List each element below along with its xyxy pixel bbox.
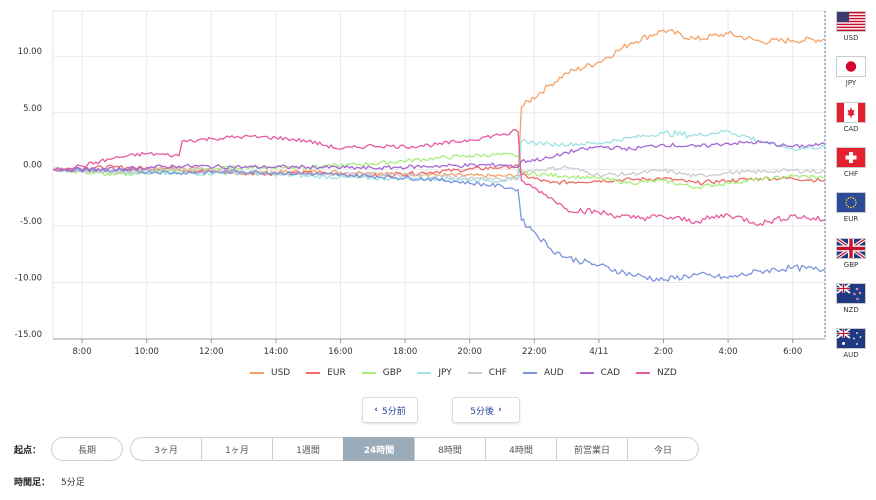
legend-label: NZD xyxy=(657,368,677,378)
x-tick-label: 4:00 xyxy=(719,347,738,357)
timeframe-label: 時間足： xyxy=(14,478,51,488)
x-axis-ticks: 8:00 10:00 12:00 14:00 16:00 18:00 20:00 22:00 4… xyxy=(73,347,803,357)
legend-swatch xyxy=(361,372,376,374)
timeframe-value: 5分足 xyxy=(61,478,85,488)
start-point-options: 3ヶ月 1ヶ月 1週間 24時間 8時間 4時間 前営業日 今日 xyxy=(130,437,699,461)
option-7[interactable]: 今日 xyxy=(627,437,699,461)
legend-swatch xyxy=(250,372,264,374)
x-tick-label: 8:00 xyxy=(73,347,92,357)
option-5[interactable]: 4時間 xyxy=(485,437,557,461)
y-axis-ticks: 10.00 5.00 0.00 -5.00 -10.00 -15.00 xyxy=(15,47,42,340)
legend-swatch xyxy=(522,372,537,374)
legend-label: USD xyxy=(271,368,291,378)
legend-item-cad[interactable]: CAD xyxy=(579,368,621,378)
x-tick-label: 10:00 xyxy=(134,347,159,357)
legend-label: CAD xyxy=(600,368,621,378)
legend-swatch xyxy=(636,372,651,374)
x-tick-label: 2:00 xyxy=(654,347,673,357)
flag-label: NZD xyxy=(843,305,859,314)
x-tick-label: 4/11 xyxy=(589,347,608,357)
legend-label: CHF xyxy=(488,368,507,378)
currency-strength-chart: 10.00 5.00 0.00 -5.00 -10.00 -15.00 8:00 10:00… xyxy=(15,10,826,357)
x-tick-label: 20:00 xyxy=(457,347,482,357)
x-tick-label: 12:00 xyxy=(199,347,224,357)
legend-item-gbp[interactable]: GBP xyxy=(361,368,402,378)
flag-label: GBP xyxy=(843,260,859,269)
legend-swatch xyxy=(417,372,432,374)
chart-series xyxy=(52,29,826,282)
x-tick-label: 18:00 xyxy=(393,347,418,357)
start-point-label: 起点： xyxy=(14,446,42,456)
option-4[interactable]: 8時間 xyxy=(414,437,486,461)
legend-item-usd[interactable]: USD xyxy=(250,368,290,378)
legend-item-nzd[interactable]: NZD xyxy=(636,368,677,378)
flag-aud-icon[interactable] xyxy=(836,328,866,350)
legend-item-aud[interactable]: AUD xyxy=(522,368,564,378)
y-tick-label: -5.00 xyxy=(20,217,42,227)
flag-label: JPY xyxy=(845,79,857,88)
flag-nzd-icon[interactable] xyxy=(836,282,866,304)
flag-cad-icon[interactable] xyxy=(836,101,866,123)
flag-label: CHF xyxy=(843,169,859,178)
y-tick-label: -10.00 xyxy=(15,273,42,283)
flag-jpy-icon[interactable] xyxy=(836,56,866,78)
option-2[interactable]: 1週間 xyxy=(272,437,344,461)
x-tick-label: 22:00 xyxy=(522,347,547,357)
option-0[interactable]: 3ヶ月 xyxy=(130,437,202,461)
series-line-aud xyxy=(52,167,826,282)
x-tick-label: 14:00 xyxy=(264,347,289,357)
x-tick-label: 6:00 xyxy=(783,347,802,357)
option-1[interactable]: 1ヶ月 xyxy=(201,437,273,461)
flag-label: EUR xyxy=(843,215,859,224)
legend-label: EUR xyxy=(327,368,346,378)
legend-label: AUD xyxy=(543,368,564,378)
x-tick-label: 16:00 xyxy=(328,347,353,357)
series-line-nzd xyxy=(52,129,825,226)
y-tick-label: 0.00 xyxy=(23,160,42,170)
legend-label: JPY xyxy=(438,368,452,378)
next-5min-button[interactable]: 5分後 › xyxy=(452,397,520,423)
series-line-cad xyxy=(52,140,826,172)
series-line-gbp xyxy=(52,152,826,190)
chart-grid xyxy=(52,10,826,343)
flag-chf-icon[interactable] xyxy=(836,146,866,168)
flag-gbp-icon[interactable] xyxy=(836,237,866,259)
legend-item-chf[interactable]: CHF xyxy=(467,368,507,378)
legend-swatch xyxy=(467,372,482,374)
flag-label: USD xyxy=(843,34,859,42)
legend-item-jpy[interactable]: JPY xyxy=(417,368,452,378)
series-line-jpy xyxy=(52,129,826,183)
legend-swatch xyxy=(306,372,321,374)
y-tick-label: 10.00 xyxy=(18,47,42,57)
chevron-right-icon: › xyxy=(498,405,502,415)
chart-legend: USD EUR GBP JPY CHF AUD CAD NZD xyxy=(250,368,693,378)
prev-5min-button[interactable]: ‹ 5分前 xyxy=(362,397,418,423)
prev-5min-label: 5分前 xyxy=(381,406,406,417)
flag-usd-icon[interactable] xyxy=(836,11,866,32)
legend-item-eur[interactable]: EUR xyxy=(306,368,346,378)
option-3[interactable]: 24時間 xyxy=(343,437,415,461)
chevron-left-icon: ‹ xyxy=(374,405,378,415)
option-long-term[interactable]: 長期 xyxy=(51,437,123,461)
y-tick-label: -15.00 xyxy=(15,330,42,340)
y-tick-label: 5.00 xyxy=(23,104,42,114)
flag-label: AUD xyxy=(843,351,859,360)
next-5min-label: 5分後 xyxy=(470,406,494,417)
legend-label: GBP xyxy=(382,368,402,378)
option-6[interactable]: 前営業日 xyxy=(556,437,628,461)
flag-label: CAD xyxy=(843,124,859,133)
legend-swatch xyxy=(579,372,594,374)
flag-eur-icon[interactable] xyxy=(836,192,866,214)
